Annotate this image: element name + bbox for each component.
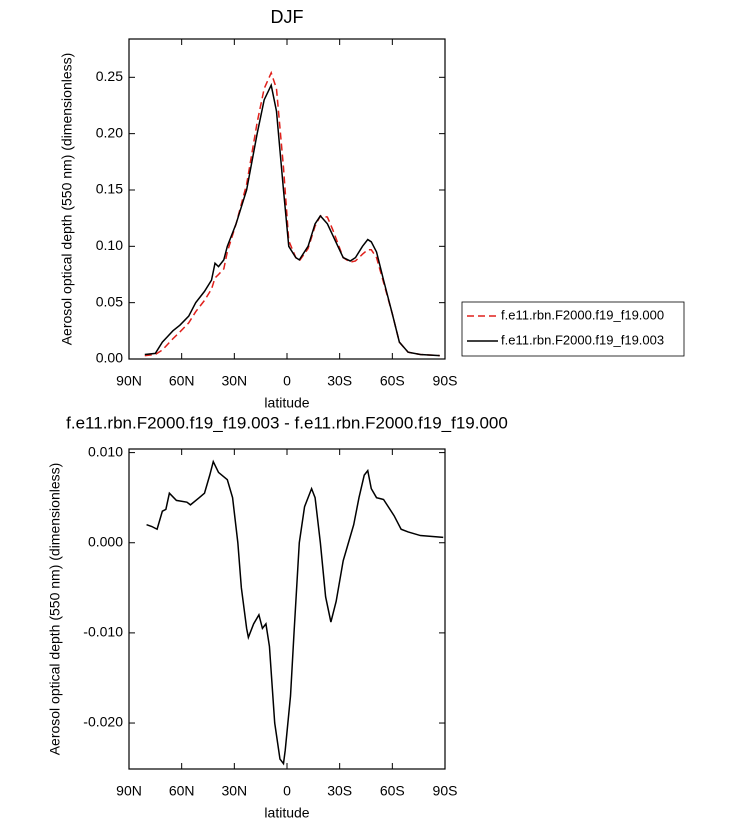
legend-box — [461, 301, 685, 357]
y-tick-label: 0.00 — [96, 350, 123, 366]
y-tick-label: 0.20 — [96, 124, 123, 140]
y-axis-label: Aerosol optical depth (550 nm) (dimensio… — [59, 53, 75, 346]
y-tick-label: 0.25 — [96, 68, 123, 84]
y-tick-label: -0.010 — [83, 624, 123, 640]
data-line — [144, 70, 440, 357]
x-tick-label: 0 — [283, 373, 291, 389]
x-tick-label: 30N — [221, 783, 247, 799]
x-tick-label: 0 — [283, 783, 291, 799]
legend-label: f.e11.rbn.F2000.f19_f19.003 — [501, 332, 664, 347]
y-tick-label: 0.15 — [96, 181, 123, 197]
x-tick-label: 30N — [221, 373, 247, 389]
x-axis-label: latitude — [264, 805, 309, 821]
y-tick-label: 0.010 — [88, 443, 123, 459]
x-tick-label: 30S — [327, 783, 352, 799]
legend-label: f.e11.rbn.F2000.f19_f19.000 — [501, 307, 664, 322]
plot-frame — [128, 38, 446, 360]
x-tick-label: 90N — [116, 373, 142, 389]
x-tick-label: 60S — [380, 783, 405, 799]
chart-title: DJF — [271, 7, 304, 27]
y-tick-label: 0.10 — [96, 237, 123, 253]
chart-title: f.e11.rbn.F2000.f19_f19.003 - f.e11.rbn.… — [66, 413, 508, 432]
data-line — [144, 82, 440, 357]
x-tick-label: 60S — [380, 373, 405, 389]
x-axis-label: latitude — [264, 395, 309, 411]
x-tick-label: 30S — [327, 373, 352, 389]
x-tick-label: 90S — [433, 783, 458, 799]
x-tick-label: 60N — [169, 373, 195, 389]
y-axis-label: Aerosol optical depth (550 nm) (dimensio… — [47, 463, 63, 756]
x-tick-label: 90S — [433, 373, 458, 389]
y-tick-label: -0.020 — [83, 714, 123, 730]
y-tick-label: 0.05 — [96, 293, 123, 309]
plot-frame — [128, 448, 446, 770]
x-tick-label: 60N — [169, 783, 195, 799]
y-tick-label: 0.000 — [88, 533, 123, 549]
x-tick-label: 90N — [116, 783, 142, 799]
data-line — [146, 459, 444, 766]
